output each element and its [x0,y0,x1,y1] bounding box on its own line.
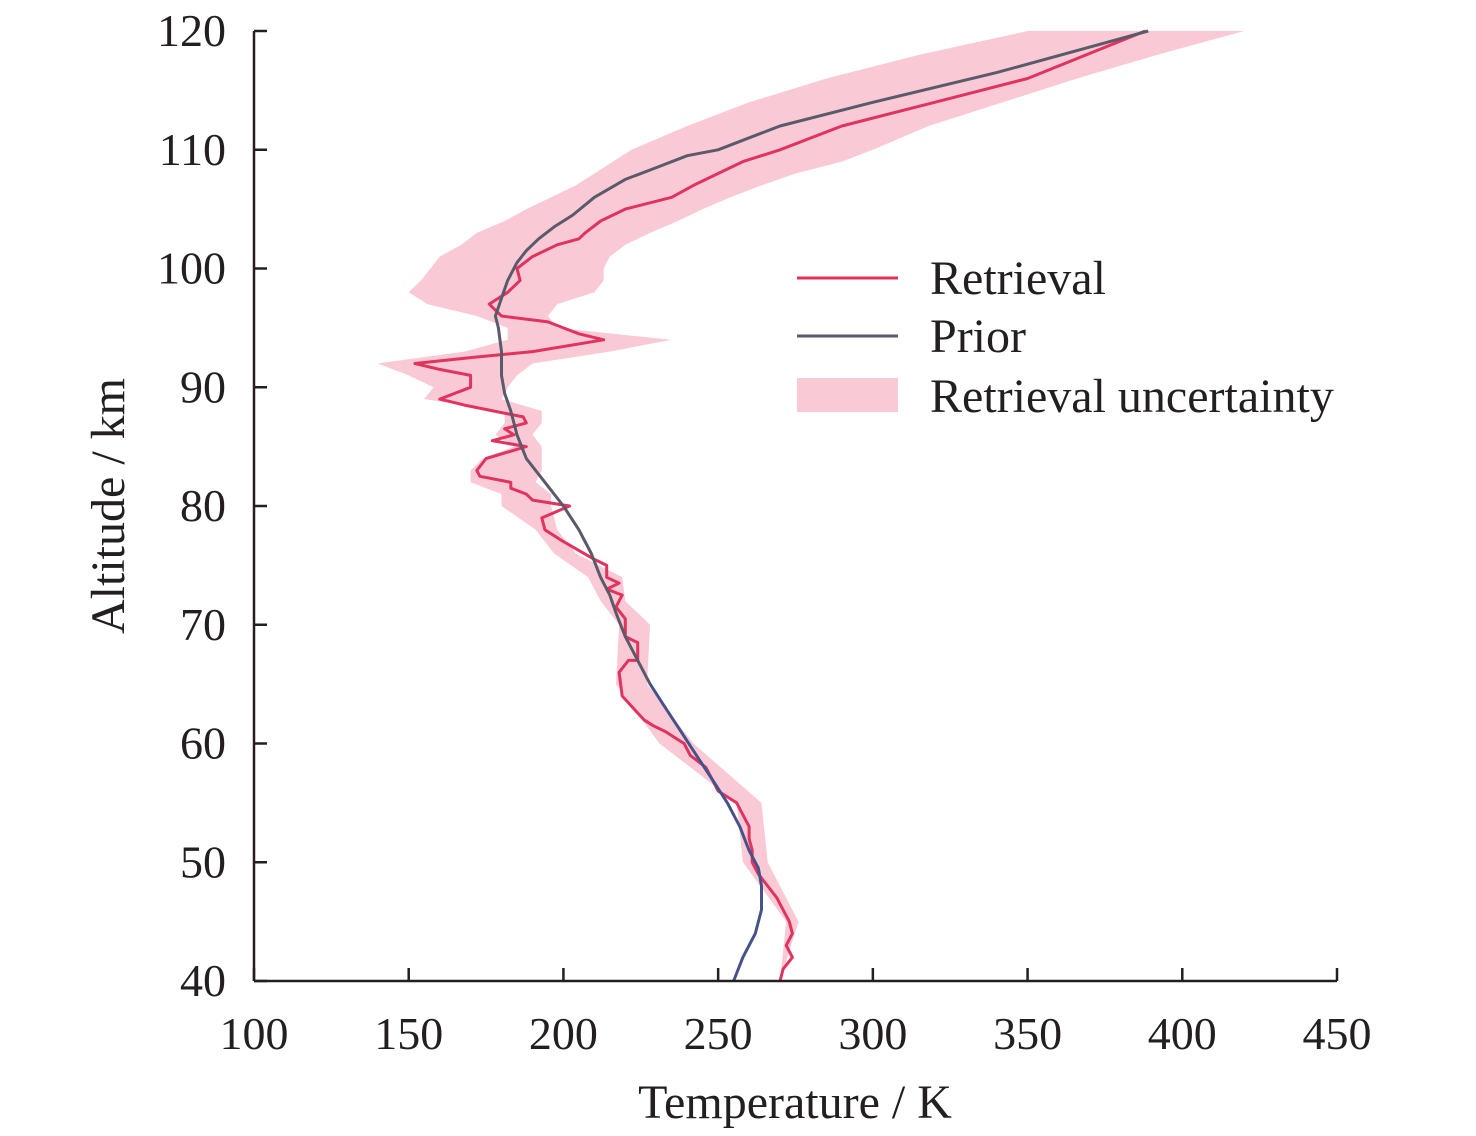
legend-uncertainty-swatch [797,378,898,412]
uncertainty-band-layer [377,31,1245,981]
legend-uncertainty-label: Retrieval uncertainty [930,370,1334,423]
y-tick-label: 80 [180,480,226,531]
legend-prior-label: Prior [930,310,1026,363]
x-tick-label: 200 [529,1008,598,1059]
y-tick-label: 40 [180,955,226,1006]
x-tick-label: 300 [838,1008,907,1059]
x-tick-label: 350 [993,1008,1062,1059]
y-tick-label: 50 [180,836,226,887]
x-tick-label: 250 [684,1008,753,1059]
series-lines-layer [413,29,1149,982]
x-tick-label: 450 [1303,1008,1372,1059]
axes: 100 150 200 250 300 350 400 450 40 50 60 70 80 90 100 1… [157,5,1372,1059]
x-axis-title: Temperature / K [638,1076,952,1129]
y-axis-title: Altitude / km [82,378,135,634]
y-tick-label: 90 [180,361,226,412]
legend: Retrieval Prior Retrieval uncertainty [797,252,1334,423]
legend-retrieval-label: Retrieval [930,252,1106,305]
x-tick-label: 100 [220,1008,289,1059]
y-tick-label: 120 [157,5,226,56]
y-tick-label: 70 [180,599,226,650]
uncertainty-band [377,31,1245,981]
y-tick-label: 110 [159,124,226,175]
x-tick-label: 150 [374,1008,443,1059]
x-tick-label: 400 [1148,1008,1217,1059]
prior-line [493,29,1149,982]
y-tick-label: 60 [180,718,226,769]
retrieval-line [413,29,1146,982]
prior-line-lower-segment [649,683,763,982]
y-tick-label: 100 [157,243,226,294]
